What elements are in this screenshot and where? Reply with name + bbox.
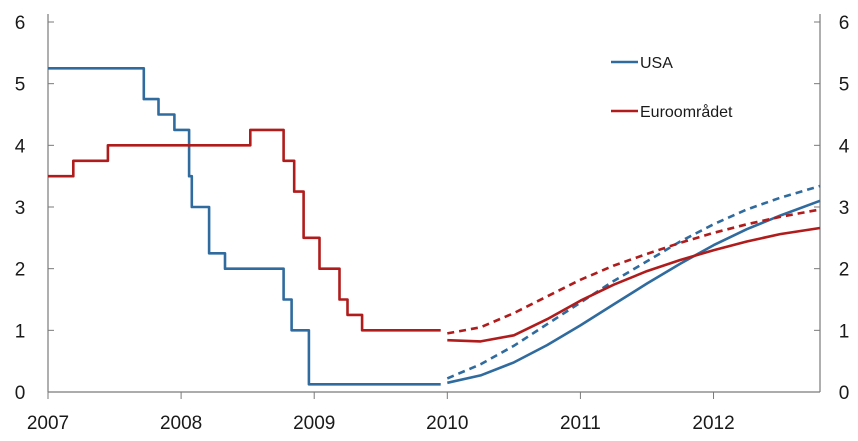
x-tick-label: 2007 xyxy=(27,413,69,434)
x-tick-label: 2010 xyxy=(426,413,468,434)
series-layer xyxy=(48,67,821,386)
x-axis: 2007 2008 2009 2010 2011 2012 xyxy=(27,392,735,434)
y-tick-label-right: 3 xyxy=(839,198,850,219)
legend-label: Euroområdet xyxy=(640,103,733,121)
x-tick-label: 2008 xyxy=(160,413,202,434)
series-line-1 xyxy=(48,128,441,332)
y-tick-label-right: 5 xyxy=(839,75,850,96)
y-axis-left: 0 1 2 3 4 5 6 xyxy=(15,13,54,404)
y-tick-label-left: 2 xyxy=(15,260,26,281)
y-tick-label-left: 4 xyxy=(15,136,26,157)
y-tick-label-left: 6 xyxy=(15,13,26,34)
series-line-3 xyxy=(446,184,821,380)
y-tick-label-left: 5 xyxy=(15,75,26,96)
series-line-0 xyxy=(48,67,441,386)
y-tick-label-left: 1 xyxy=(15,321,26,342)
y-tick-label-right: 0 xyxy=(839,383,850,404)
y-tick-label-left: 3 xyxy=(15,198,26,219)
x-tick-label: 2012 xyxy=(692,413,734,434)
series-line-2 xyxy=(447,199,821,385)
legend: USA Euroområdet xyxy=(611,55,733,121)
x-tick-label: 2011 xyxy=(560,413,601,434)
y-tick-label-right: 4 xyxy=(839,136,850,157)
plot-frame xyxy=(47,14,821,393)
y-tick-label-right: 2 xyxy=(839,260,850,281)
series-line-4 xyxy=(447,226,821,343)
y-tick-label-left: 0 xyxy=(15,383,26,404)
series-line-5 xyxy=(447,208,821,335)
y-tick-label-right: 6 xyxy=(839,13,850,34)
y-tick-label-right: 1 xyxy=(839,321,850,342)
y-axis-right: 0 1 2 3 4 5 6 xyxy=(814,13,850,404)
x-tick-label: 2009 xyxy=(293,413,335,434)
legend-label: USA xyxy=(640,55,673,72)
